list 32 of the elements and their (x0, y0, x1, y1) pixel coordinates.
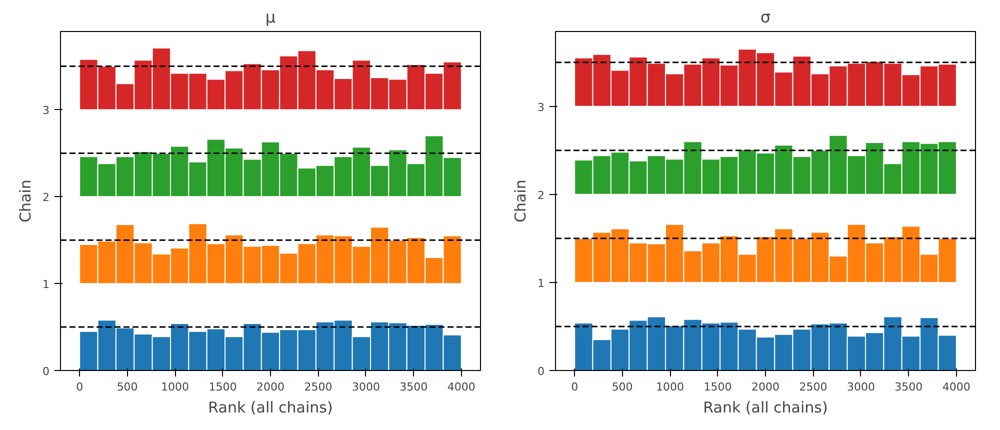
x-axis-title: Rank (all chains) (703, 398, 828, 416)
x-tick-label: 4000 (447, 380, 476, 394)
x-tick-label: 2500 (304, 380, 332, 394)
y-axis-title: Chain (512, 180, 530, 222)
x-tick-label: 2000 (752, 380, 780, 394)
x-tick-label: 3500 (894, 380, 923, 394)
y-tick-label: 0 (42, 365, 50, 378)
x-tick-label: 0 (76, 380, 84, 394)
y-tick-label: 3 (538, 100, 544, 114)
x-tick-label: 1000 (656, 380, 684, 394)
x-tick-label: 3000 (352, 380, 380, 394)
y-tick-label: 1 (42, 278, 50, 292)
x-tick-label: 2500 (799, 380, 828, 394)
x-tick-label: 500 (116, 380, 138, 394)
x-tick-label: 2000 (256, 380, 285, 394)
y-tick-label: 0 (538, 365, 544, 378)
x-tick-label: 1500 (208, 380, 237, 394)
y-tick-label: 1 (538, 276, 544, 290)
x-tick-label: 500 (612, 380, 633, 394)
y-tick-label: 2 (42, 191, 50, 204)
x-tick-label: 4000 (942, 380, 970, 394)
y-tick-label: 2 (538, 188, 544, 202)
x-axis-title: Rank (all chains) (208, 398, 333, 416)
x-tick-label: 0 (571, 380, 578, 394)
y-tick-label: 3 (42, 104, 50, 118)
chart-title: σ (760, 8, 771, 26)
x-tick-label: 3000 (846, 380, 875, 394)
x-tick-label: 3500 (400, 380, 428, 394)
chart-title: μ (265, 8, 276, 26)
y-axis-title: Chain (16, 180, 34, 222)
x-tick-label: 1000 (161, 380, 190, 394)
x-tick-label: 1500 (704, 380, 732, 394)
